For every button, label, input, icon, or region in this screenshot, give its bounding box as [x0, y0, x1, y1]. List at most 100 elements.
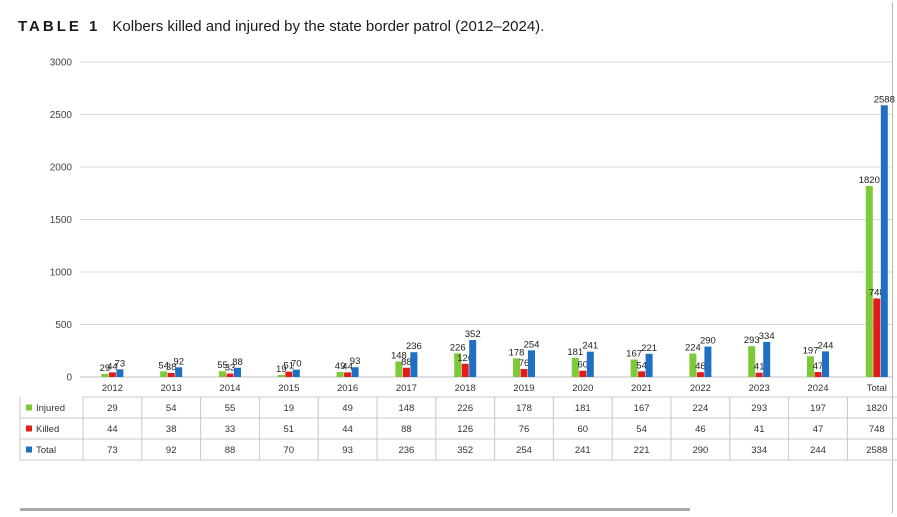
bar-total-2018: [469, 340, 476, 377]
bar-killed-2016: [344, 372, 351, 377]
table-cell-injured: 54: [166, 403, 177, 414]
table-cell-injured: 178: [516, 403, 532, 414]
y-tick-label: 2000: [50, 163, 73, 174]
table-cell-injured: 197: [810, 403, 826, 414]
table-cell-killed: 126: [457, 424, 473, 435]
x-tick-label: 2024: [807, 383, 828, 394]
data-label-total: 221: [641, 343, 657, 354]
table-cell-injured: 181: [575, 403, 591, 414]
y-tick-label: 1000: [50, 268, 73, 279]
bar-killed-2014: [227, 374, 234, 377]
x-tick-label: 2012: [102, 383, 123, 394]
legend-key-total: [26, 447, 32, 453]
data-label-total: 241: [582, 341, 598, 352]
table-cell-killed: 38: [166, 424, 177, 435]
table-cell-killed: 76: [519, 424, 530, 435]
table-cell-total: 73: [107, 445, 118, 456]
bar-total-2014: [234, 368, 241, 377]
table-cell-killed: 41: [754, 424, 765, 435]
table-cell-total: 290: [692, 445, 708, 456]
table-cell-injured: 49: [342, 403, 353, 414]
bar-total-2021: [646, 354, 653, 377]
bar-killed-2018: [462, 364, 469, 377]
table-cell-injured: 293: [751, 403, 767, 414]
table-cell-total: 352: [457, 445, 473, 456]
data-label-total: 290: [700, 336, 716, 347]
y-tick-label: 0: [66, 373, 72, 384]
data-label-killed: 88: [401, 357, 412, 368]
y-tick-label: 500: [55, 320, 72, 331]
data-label-injured: 181: [567, 347, 583, 358]
data-label-total: 334: [759, 331, 775, 342]
bar-killed-2013: [168, 373, 175, 377]
legend-label-killed: Killed: [36, 424, 59, 435]
data-label-total: 254: [524, 339, 540, 350]
table-cell-killed: 47: [813, 424, 824, 435]
data-label-injured: 293: [744, 335, 760, 346]
x-tick-label: 2019: [513, 383, 534, 394]
bar-total-2013: [175, 367, 182, 377]
bar-killed-2012: [109, 372, 116, 377]
table-cell-total: 334: [751, 445, 767, 456]
bar-total-2019: [528, 350, 535, 377]
bar-injured-total: [866, 186, 873, 377]
table-cell-killed: 44: [342, 424, 353, 435]
data-label-injured: 197: [803, 345, 819, 356]
bar-killed-2024: [815, 372, 822, 377]
data-label-injured: 167: [626, 348, 642, 359]
data-label-injured: 1820: [859, 175, 880, 186]
data-label-killed: 47: [813, 361, 824, 372]
data-label-total: 2588: [874, 94, 895, 105]
bar-killed-2023: [756, 373, 763, 377]
bar-total-2015: [293, 370, 300, 377]
legend-label-injured: Injured: [36, 403, 65, 414]
table-cell-injured: 148: [398, 403, 414, 414]
table-cell-killed: 44: [107, 424, 118, 435]
bottom-rule: [20, 508, 690, 511]
x-tick-label: 2022: [690, 383, 711, 394]
y-tick-label: 3000: [50, 58, 73, 69]
bar-total-2022: [704, 347, 711, 377]
bar-total-2012: [116, 369, 123, 377]
table-cell-total: 88: [225, 445, 236, 456]
table-cell-injured: 226: [457, 403, 473, 414]
x-tick-label: 2023: [749, 383, 770, 394]
x-tick-label: 2020: [572, 383, 593, 394]
data-label-killed: 54: [636, 360, 647, 371]
data-label-killed: 76: [519, 358, 530, 369]
bar-total-2024: [822, 351, 829, 377]
table-cell-total: 236: [398, 445, 414, 456]
bar-killed-total: [873, 298, 880, 377]
legend-key-killed: [26, 426, 32, 432]
table-cell-killed: 60: [578, 424, 589, 435]
legend-key-injured: [26, 405, 32, 411]
data-label-injured: 226: [450, 342, 466, 353]
table-cell-total: 241: [575, 445, 591, 456]
x-tick-label: 2014: [219, 383, 240, 394]
bar-total-total: [881, 105, 888, 377]
data-label-total: 352: [465, 329, 481, 340]
bar-killed-2022: [697, 372, 704, 377]
bar-total-2023: [763, 342, 770, 377]
table-cell-total: 92: [166, 445, 177, 456]
table-cell-injured: 1820: [866, 403, 887, 414]
data-label-total: 73: [115, 358, 126, 369]
x-tick-label: 2021: [631, 383, 652, 394]
x-tick-label: 2013: [161, 383, 182, 394]
x-tick-label: 2018: [455, 383, 476, 394]
data-label-killed: 60: [578, 360, 589, 371]
table-cell-total: 93: [342, 445, 353, 456]
table-cell-killed: 33: [225, 424, 236, 435]
table-cell-killed: 51: [284, 424, 295, 435]
table-cell-killed: 46: [695, 424, 706, 435]
bar-killed-2017: [403, 368, 410, 377]
bar-injured-2016: [337, 372, 344, 377]
x-tick-label: 2015: [278, 383, 299, 394]
data-label-total: 70: [291, 359, 302, 370]
y-tick-label: 2500: [50, 110, 73, 121]
bar-total-2017: [410, 352, 417, 377]
x-tick-label: 2016: [337, 383, 358, 394]
data-label-injured: 224: [685, 342, 701, 353]
data-label-killed: 41: [754, 362, 765, 373]
table-cell-injured: 167: [634, 403, 650, 414]
